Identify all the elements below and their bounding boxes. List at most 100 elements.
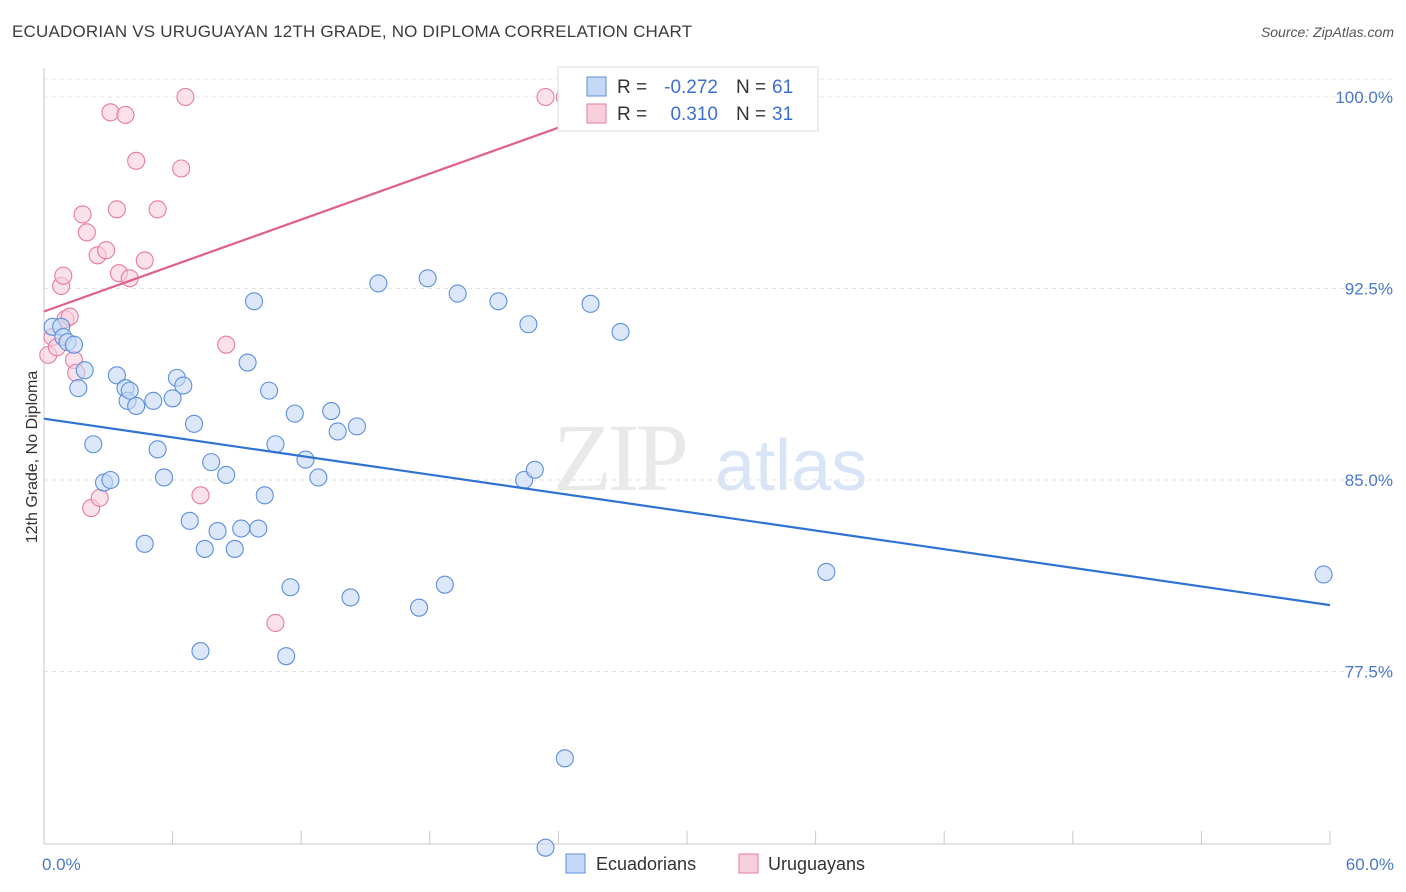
ecuadorians-point xyxy=(120,381,139,400)
ecuadorians-point xyxy=(184,414,204,433)
correlation-legend: R = -0.272 N = 61 R = 0.310 N = 31 xyxy=(557,66,819,132)
ecuadorians-point xyxy=(202,453,221,472)
legend-n-label-pink: N = xyxy=(736,104,766,125)
y-axis-label: 12th Grade, No Diploma xyxy=(24,371,41,544)
ecuadorians-point xyxy=(191,642,210,661)
ecuadorians-point xyxy=(259,381,279,400)
ecuadorians-point xyxy=(347,417,366,436)
ecuadorians-point xyxy=(489,292,508,311)
uruguayans-trend-line xyxy=(43,95,645,313)
ecuadorians-point xyxy=(107,366,126,385)
ecuadorians-point xyxy=(277,647,296,666)
x-tick-label-max: 60.0% xyxy=(1346,855,1394,874)
ecuadorians-point xyxy=(180,511,199,530)
y-tick-labels: 77.5% 85.0% 92.5% 100.0% xyxy=(1335,88,1393,682)
uruguayans-point xyxy=(148,200,167,219)
legend-n-label-blue: N = xyxy=(736,77,766,98)
ecuadorians-point xyxy=(208,522,227,541)
ecuadorians-point xyxy=(341,588,360,607)
ecuadorians-point xyxy=(84,435,103,454)
ecuadorians-point xyxy=(238,353,257,372)
ecuadorians-point xyxy=(519,315,538,334)
series-legend: Ecuadorians Uruguayans xyxy=(565,853,865,874)
ecuadorians-point xyxy=(266,435,285,454)
ecuadorians-point xyxy=(448,284,467,303)
uruguayans-point xyxy=(127,151,146,170)
watermark-atlas: atlas xyxy=(715,426,867,506)
uruguayans-point xyxy=(135,251,154,270)
y-tick-label: 92.5% xyxy=(1345,280,1393,299)
uruguayans-point xyxy=(116,105,135,124)
ecuadorians-point xyxy=(217,465,236,484)
uruguayans-point xyxy=(101,103,120,122)
ecuadorians-point xyxy=(285,404,304,423)
legend-r-value-blue: -0.272 xyxy=(664,77,718,98)
ecuadorians-point xyxy=(135,534,154,553)
ecuadorians-point xyxy=(296,450,315,469)
ecuadorians-point xyxy=(101,470,120,490)
source-credit: Source: ZipAtlas.com xyxy=(1260,24,1394,40)
ecuadorians-point xyxy=(174,376,193,395)
uruguayans-point xyxy=(90,488,109,507)
ecuadorians-point xyxy=(525,460,544,479)
ecuadorians-point xyxy=(69,379,88,398)
ecuadorians-point xyxy=(249,519,268,538)
uruguayans-point xyxy=(107,200,126,219)
legend-r-label-pink: R = xyxy=(617,104,647,125)
x-ticks xyxy=(43,831,1331,844)
uruguayans-point xyxy=(54,266,73,285)
x-tick-label-min: 0.0% xyxy=(42,855,81,874)
ecuadorians-point xyxy=(232,519,251,538)
legend-r-label-blue: R = xyxy=(617,77,647,98)
ecuadorians-point xyxy=(536,838,555,857)
ecuadorians-point xyxy=(154,468,174,487)
ecuadorians-point xyxy=(410,598,429,617)
series-uruguayans-points xyxy=(39,87,804,633)
ecuadorians-point xyxy=(75,361,94,380)
ecuadorians-point xyxy=(611,322,630,341)
uruguayans-point xyxy=(176,87,195,107)
y-tick-label: 100.0% xyxy=(1335,88,1393,107)
legend-swatch-pink xyxy=(586,103,607,124)
grid-lines xyxy=(44,78,1394,672)
trend-lines xyxy=(43,95,1331,607)
legend-r-value-pink: 0.310 xyxy=(670,104,718,125)
ecuadorians-point xyxy=(163,389,182,408)
uruguayans-point xyxy=(191,486,210,505)
ecuadorians-point xyxy=(281,578,300,597)
ecuadorians-point xyxy=(817,562,836,581)
ecuadorians-point xyxy=(144,391,163,410)
uruguayans-point xyxy=(77,223,96,242)
ecuadorians-point xyxy=(244,292,264,311)
bottom-legend-label-uruguayans: Uruguayans xyxy=(768,854,865,874)
ecuadorians-point xyxy=(309,468,328,487)
ecuadorians-point xyxy=(581,294,600,313)
uruguayans-point xyxy=(217,335,236,354)
bottom-legend-label-ecuadorians: Ecuadorians xyxy=(596,854,696,874)
ecuadorians-point xyxy=(255,486,274,505)
ecuadorians-point xyxy=(1314,565,1333,584)
ecuadorians-point xyxy=(435,575,454,594)
ecuadorians-point xyxy=(555,749,574,768)
series-ecuadorians-points xyxy=(43,269,1333,857)
y-tick-label: 85.0% xyxy=(1345,471,1393,490)
ecuadorians-point xyxy=(195,539,214,558)
axes xyxy=(43,68,1330,845)
y-tick-label: 77.5% xyxy=(1345,663,1393,682)
bottom-legend-swatch-blue xyxy=(565,853,586,874)
ecuadorians-point xyxy=(148,440,167,459)
ecuadorians-point xyxy=(328,422,347,441)
uruguayans-point xyxy=(97,241,116,260)
ecuadorians-point xyxy=(418,269,437,288)
ecuadorians-point xyxy=(369,274,388,293)
ecuadorians-point xyxy=(64,335,84,354)
uruguayans-point xyxy=(73,205,92,224)
watermark-zip: ZIP xyxy=(553,404,686,511)
chart-title: ECUADORIAN VS URUGUAYAN 12TH GRADE, NO D… xyxy=(12,22,693,41)
uruguayans-point xyxy=(172,159,191,178)
ecuadorians-point xyxy=(127,396,146,416)
uruguayans-point xyxy=(536,87,555,107)
ecuadorians-point xyxy=(225,539,244,558)
bottom-legend-swatch-pink xyxy=(738,853,759,874)
